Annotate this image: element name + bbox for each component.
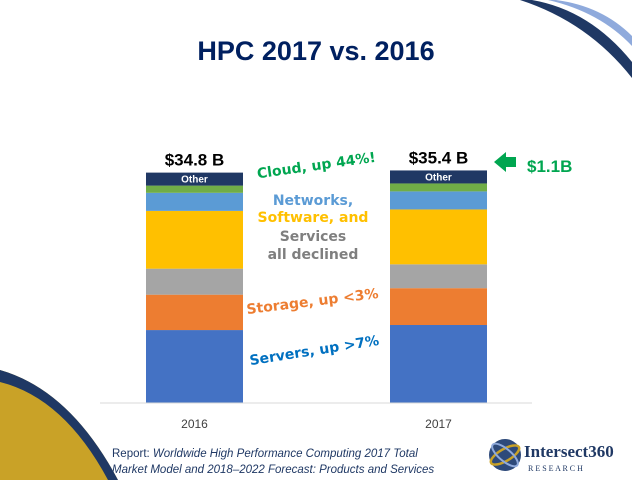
bar-segment-services-2017 [390,264,487,289]
globe-icon [489,439,521,471]
bar-segment-networks-2016 [146,192,243,211]
cloud-value-label: $1.1B [527,157,572,176]
cloud-annotation: Cloud, up 44%! [256,150,377,182]
bar-segment-software-2016 [146,210,243,269]
total-label-2017: $35.4 B [409,148,469,167]
bar-segment-networks-2017 [390,191,487,210]
footer-line-2: Market Model and 2018–2022 Forecast: Pro… [112,464,434,476]
page-title: HPC 2017 vs. 2016 [197,36,434,66]
arrow-left-icon [494,152,516,172]
intersect360-logo: Intersect360 R E S E A R C H [489,439,614,473]
declined-annotation: all declined [268,247,359,263]
bar-segment-storage-2016 [146,294,243,331]
footer-line-1: Report: Worldwide High Performance Compu… [112,448,418,460]
segment-label-other-2016: Other [181,175,208,186]
software-annotation: Software, and [258,210,369,226]
bar-segment-other-2017 [390,170,487,184]
total-label-2016: $34.8 B [165,151,225,170]
bar-segment-servers-2017 [390,325,487,403]
footer-prefix: Report: [112,448,153,460]
stacked-bars: Other Other [146,170,487,403]
bar-total-labels: $34.8 B $35.4 B [165,148,469,169]
decor-top-right-arcs [520,0,632,78]
networks-annotation: Networks, [273,193,353,209]
decor-bottom-left-arc [0,370,118,480]
bar-segment-cloud-2016 [146,185,243,193]
x-axis-ticks: 2016 2017 [181,417,452,431]
logo-name: Intersect360 [524,442,614,461]
bar-segment-cloud-2017 [390,183,487,192]
bar-segment-services-2016 [146,268,243,295]
bar-segment-other-2016 [146,172,243,186]
bar-segment-software-2017 [390,209,487,265]
bar-segment-storage-2017 [390,288,487,325]
segment-label-other-2017: Other [425,172,452,183]
storage-annotation: Storage, up <3% [246,286,380,318]
servers-annotation: Servers, up >7% [248,333,380,369]
bar-segment-servers-2016 [146,330,243,403]
footer-report-title: Worldwide High Performance Computing 201… [153,448,418,460]
x-tick-label-2017: 2017 [425,417,452,431]
x-tick-label-2016: 2016 [181,417,208,431]
logo-sub: R E S E A R C H [528,464,583,473]
services-annotation: Services [280,229,347,245]
